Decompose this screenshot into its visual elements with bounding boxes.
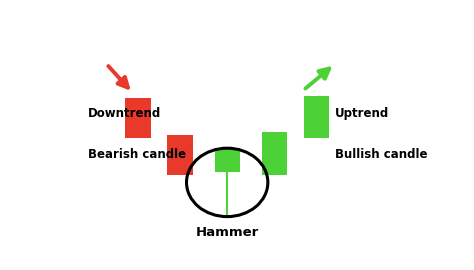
Bar — [167, 135, 192, 174]
Text: Bullish candle: Bullish candle — [335, 148, 427, 161]
Text: Bearish candle: Bearish candle — [88, 148, 186, 161]
Bar — [215, 148, 240, 172]
Text: Downtrend: Downtrend — [88, 107, 161, 120]
Bar — [125, 98, 151, 138]
Bar — [304, 96, 329, 138]
Text: Uptrend: Uptrend — [335, 107, 389, 120]
Bar — [262, 132, 287, 174]
Text: Hammer: Hammer — [196, 226, 259, 239]
